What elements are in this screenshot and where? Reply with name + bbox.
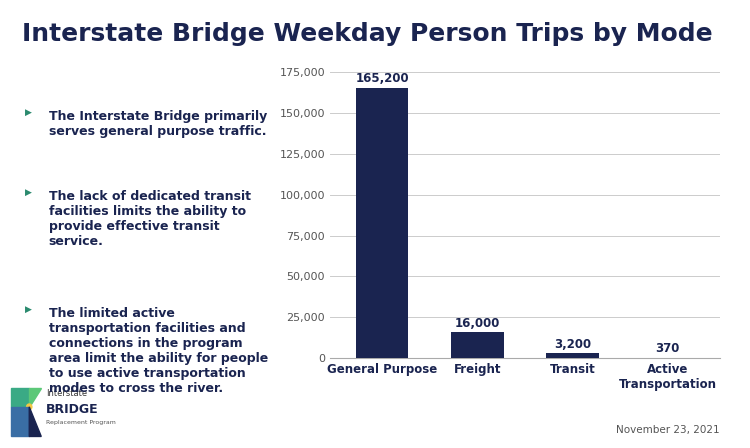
Text: 370: 370 [656, 342, 680, 355]
Text: The Interstate Bridge primarily
serves general purpose traffic.: The Interstate Bridge primarily serves g… [49, 110, 267, 138]
Text: Interstate Bridge Weekday Person Trips by Mode: Interstate Bridge Weekday Person Trips b… [22, 22, 713, 47]
Polygon shape [29, 388, 41, 407]
Polygon shape [11, 388, 29, 407]
Text: Replacement Program: Replacement Program [46, 420, 116, 425]
Text: The limited active
transportation facilities and
connections in the program
area: The limited active transportation facili… [49, 307, 268, 395]
Bar [356, 88, 409, 358]
Text: November 23, 2021: November 23, 2021 [616, 425, 720, 435]
Text: ▶: ▶ [25, 108, 32, 116]
Text: Interstate: Interstate [46, 389, 87, 398]
Bar [547, 353, 598, 358]
Text: ▶: ▶ [25, 305, 32, 314]
Polygon shape [29, 407, 41, 436]
Text: BRIDGE: BRIDGE [46, 403, 99, 416]
Circle shape [26, 404, 32, 409]
Text: 3,200: 3,200 [554, 338, 591, 351]
Text: 165,200: 165,200 [356, 72, 410, 85]
Text: 16,000: 16,000 [454, 317, 500, 330]
Bar [452, 332, 503, 358]
Polygon shape [11, 407, 29, 436]
Text: ▶: ▶ [25, 188, 32, 197]
Text: The lack of dedicated transit
facilities limits the ability to
provide effective: The lack of dedicated transit facilities… [49, 190, 250, 248]
